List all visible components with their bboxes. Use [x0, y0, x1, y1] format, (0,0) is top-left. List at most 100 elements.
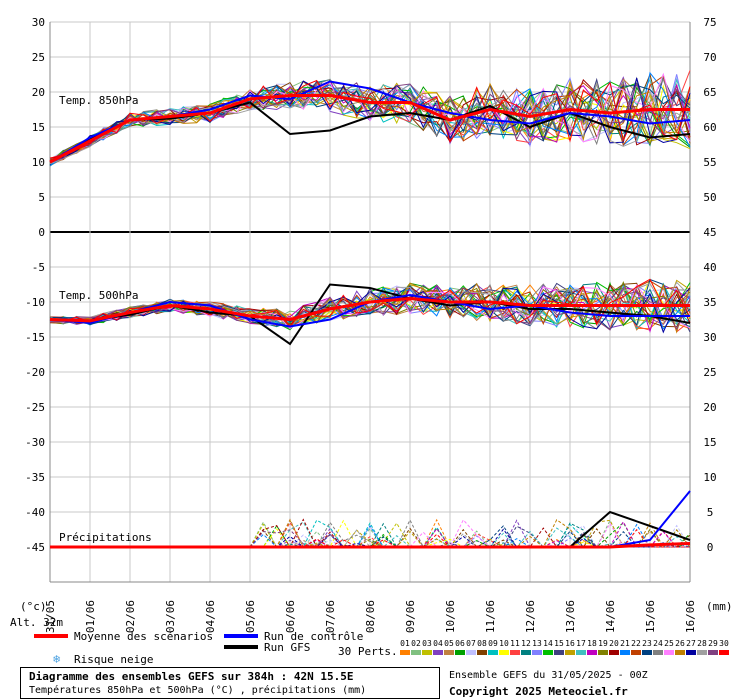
member-legend-swatch	[708, 650, 718, 655]
x-date-tick: 04/06	[204, 600, 217, 633]
title-box: Diagramme des ensembles GEFS sur 384h : …	[20, 667, 440, 699]
y-left-tick: -35	[25, 471, 45, 484]
member-line-t850	[49, 79, 691, 159]
x-date-tick: 05/06	[244, 600, 257, 633]
member-legend-swatch	[532, 650, 542, 655]
x-date-tick: 01/06	[84, 600, 97, 633]
y-right-tick: 25	[703, 366, 716, 379]
member-legend-label: 17	[576, 639, 586, 648]
legend-gfs-label: Run GFS	[264, 641, 310, 654]
member-legend-label: 01	[400, 639, 410, 648]
y-left-tick: -40	[25, 506, 45, 519]
chart-title: Diagramme des ensembles GEFS sur 384h : …	[29, 670, 354, 683]
x-date-tick: 11/06	[484, 600, 497, 633]
x-date-tick: 31/05	[44, 600, 57, 633]
series-precip-moyenne-des-scénarios	[50, 542, 691, 549]
member-legend-label: 22	[631, 639, 641, 648]
legend-control-label: Run de contrôle	[264, 630, 363, 643]
member-legend-label: 08	[477, 639, 487, 648]
member-legend-swatch	[499, 650, 509, 655]
member-line-t850	[49, 75, 691, 163]
member-legend-swatch	[686, 650, 696, 655]
member-legend-swatch	[444, 650, 454, 655]
x-date-tick: 10/06	[444, 600, 457, 633]
chart-subtitle: Températures 850hPa et 500hPa (°C) , pré…	[29, 685, 367, 696]
right-unit-label: (mm)	[706, 600, 733, 613]
left-unit-label: (°c)	[20, 600, 47, 613]
y-left-tick: -25	[25, 401, 45, 414]
member-legend-label: 28	[697, 639, 707, 648]
y-right-tick: 75	[703, 16, 716, 29]
x-date-tick: 16/06	[684, 600, 697, 633]
member-legend-label: 29	[708, 639, 718, 648]
member-legend-swatch	[488, 650, 498, 655]
member-line-t850	[49, 82, 691, 165]
series-t850-moyenne-des-scénarios	[49, 94, 690, 164]
y-right-tick: 30	[703, 331, 716, 344]
member-legend-label: 10	[499, 639, 509, 648]
member-legend-swatch	[510, 650, 520, 655]
y-right-tick: 65	[703, 86, 716, 99]
y-right-tick: 45	[703, 226, 716, 239]
member-legend-swatch	[433, 650, 443, 655]
x-date-tick: 12/06	[524, 600, 537, 633]
member-legend-label: 24	[653, 639, 663, 648]
x-date-tick: 13/06	[564, 600, 577, 633]
altitude-label: Alt. 32m	[10, 616, 63, 629]
y-left-tick: 20	[32, 86, 45, 99]
member-line-t500	[49, 284, 691, 330]
member-legend-label: 14	[543, 639, 553, 648]
member-legend-swatch	[675, 650, 685, 655]
member-legend-swatch	[642, 650, 652, 655]
member-legend-swatch	[587, 650, 597, 655]
x-date-tick: 08/06	[364, 600, 377, 633]
legend-snow-label: Risque neige	[74, 653, 153, 666]
member-legend-swatch	[697, 650, 707, 655]
member-legend-label: 18	[587, 639, 597, 648]
member-legend-swatch	[554, 650, 564, 655]
member-legend-swatch	[653, 650, 663, 655]
member-legend-label: 19	[598, 639, 608, 648]
member-legend-label: 21	[620, 639, 630, 648]
member-legend-swatch	[598, 650, 608, 655]
y-left-tick: -5	[32, 261, 45, 274]
y-right-tick: 50	[703, 191, 716, 204]
y-right-tick: 5	[707, 506, 714, 519]
y-left-tick: 0	[38, 226, 45, 239]
y-right-tick: 55	[703, 156, 716, 169]
member-legend-swatch	[422, 650, 432, 655]
series-t500-moyenne-des-scénarios	[49, 296, 690, 323]
member-legend-label: 13	[532, 639, 542, 648]
legend-perts-label: 30 Perts.	[338, 645, 398, 658]
run-info: Ensemble GEFS du 31/05/2025 - 00Z	[449, 670, 648, 681]
member-legend-label: 16	[565, 639, 575, 648]
y-right-tick: 35	[703, 296, 716, 309]
member-legend-swatch	[719, 650, 729, 655]
member-legend-swatch	[521, 650, 531, 655]
member-legend-label: 15	[554, 639, 564, 648]
y-right-tick: 0	[707, 541, 714, 554]
member-legend-swatch	[620, 650, 630, 655]
x-date-tick: 09/06	[404, 600, 417, 633]
y-left-tick: 30	[32, 16, 45, 29]
x-date-tick: 06/06	[284, 600, 297, 633]
member-legend-swatch	[477, 650, 487, 655]
member-line-t500	[49, 287, 691, 331]
y-right-tick: 15	[703, 436, 716, 449]
member-legend-label: 23	[642, 639, 652, 648]
x-date-tick: 03/06	[164, 600, 177, 633]
member-legend-label: 05	[444, 639, 454, 648]
member-legend-label: 11	[510, 639, 520, 648]
member-legend-label: 27	[686, 639, 696, 648]
y-left-tick: 25	[32, 51, 45, 64]
y-left-tick: 10	[32, 156, 45, 169]
member-legend-swatch	[411, 650, 421, 655]
member-legend-label: 07	[466, 639, 476, 648]
member-legend-label: 09	[488, 639, 498, 648]
x-date-tick: 07/06	[324, 600, 337, 633]
y-right-tick: 70	[703, 51, 716, 64]
axis-labels-layer: 302520151050-5-10-15-20-25-30-35-40-4531…	[25, 16, 717, 633]
member-legend-label: 02	[411, 639, 421, 648]
y-left-tick: -10	[25, 296, 45, 309]
x-date-tick: 14/06	[604, 600, 617, 633]
